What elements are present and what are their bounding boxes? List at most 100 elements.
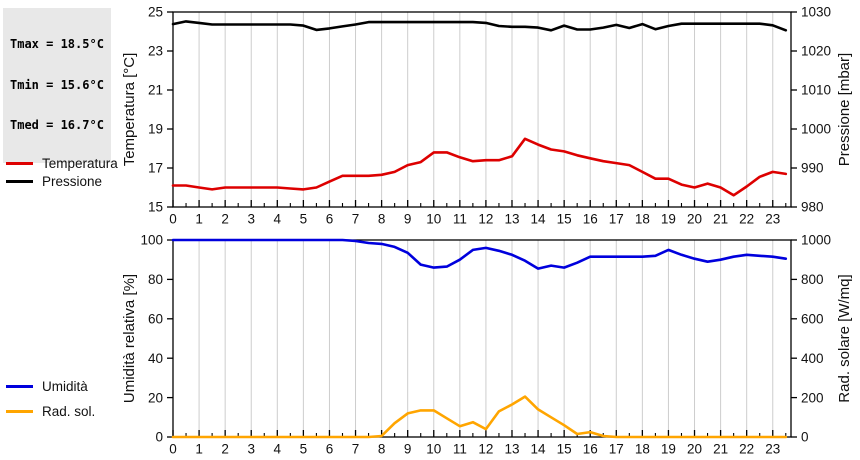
x-axis-tick-label: 18 bbox=[635, 212, 650, 227]
left-axis-title: Umidità relativa [%] bbox=[121, 274, 138, 403]
right-axis-tick-label: 1030 bbox=[801, 5, 831, 20]
right-axis-tick-label: 0 bbox=[801, 430, 809, 445]
right-axis-tick-label: 800 bbox=[801, 272, 824, 287]
stat-tmax: Tmax = 18.5°C bbox=[10, 37, 104, 51]
pressione-line bbox=[171, 20, 788, 32]
legend-bottom: Umidità Rad. sol. bbox=[6, 377, 95, 427]
x-axis-tick-label: 11 bbox=[453, 442, 467, 457]
right-axis-tick-label: 1000 bbox=[801, 122, 831, 137]
x-axis-tick-label: 6 bbox=[326, 212, 334, 227]
plot-frame bbox=[172, 11, 792, 208]
temperatura-line-swatch bbox=[6, 161, 33, 165]
x-axis-tick-label: 10 bbox=[426, 442, 441, 457]
x-axis-tick-label: 18 bbox=[635, 442, 650, 457]
x-axis-tick-label: 12 bbox=[478, 212, 493, 227]
right-axis-title: Pressione [mbar] bbox=[836, 53, 853, 166]
umidita-line-swatch bbox=[6, 384, 33, 388]
x-axis-tick-label: 21 bbox=[713, 442, 728, 457]
temperatura-line bbox=[171, 137, 788, 197]
x-axis-tick-label: 12 bbox=[478, 442, 493, 457]
left-axis-tick-label: 19 bbox=[148, 122, 163, 137]
legend-item-rad-sol: Rad. sol. bbox=[6, 402, 95, 420]
x-axis-tick-label: 14 bbox=[531, 212, 547, 227]
umidita-line bbox=[171, 238, 788, 270]
left-axis-tick-label: 100 bbox=[140, 233, 163, 248]
legend-label-temperatura: Temperatura bbox=[42, 155, 118, 171]
legend-label-rad-sol: Rad. sol. bbox=[42, 403, 96, 419]
x-axis-tick-label: 6 bbox=[326, 442, 334, 457]
left-axis-tick-label: 40 bbox=[148, 351, 163, 366]
x-axis-tick-label: 2 bbox=[221, 212, 229, 227]
x-axis-tick-label: 7 bbox=[352, 212, 360, 227]
left-axis-title: Temperatura [°C] bbox=[121, 53, 138, 167]
x-axis-tick-label: 23 bbox=[765, 442, 780, 457]
x-axis-tick-label: 20 bbox=[687, 212, 702, 227]
right-axis-tick-label: 1010 bbox=[801, 83, 831, 98]
left-axis-tick-label: 60 bbox=[148, 312, 163, 327]
stat-tmin: Tmin = 15.6°C bbox=[10, 77, 104, 92]
temperature-stats-box: Tmax = 18.5°C Tmin = 15.6°C Tmed = 16.7°… bbox=[3, 8, 111, 163]
x-axis-tick-label: 7 bbox=[352, 442, 360, 457]
x-axis-tick-label: 4 bbox=[274, 442, 282, 457]
x-axis-tick-label: 10 bbox=[426, 212, 441, 227]
legend-label-umidita: Umidità bbox=[42, 378, 88, 394]
x-axis-tick-label: 13 bbox=[504, 442, 519, 457]
x-axis-tick-label: 23 bbox=[765, 212, 780, 227]
x-axis-tick-label: 11 bbox=[453, 212, 467, 227]
right-axis-tick-label: 400 bbox=[801, 351, 824, 366]
stat-tmed: Tmed = 16.7°C bbox=[10, 118, 104, 132]
plot-frame bbox=[172, 239, 792, 438]
x-axis-tick-label: 15 bbox=[557, 442, 572, 457]
right-axis-tick-label: 600 bbox=[801, 312, 824, 327]
right-axis-tick-label: 1000 bbox=[801, 233, 831, 248]
x-axis-tick-label: 3 bbox=[247, 212, 255, 227]
x-axis-tick-label: 14 bbox=[531, 442, 547, 457]
x-axis-tick-label: 8 bbox=[378, 212, 386, 227]
pressione-line-swatch bbox=[6, 179, 33, 183]
x-axis-tick-label: 3 bbox=[247, 442, 255, 457]
x-axis-tick-label: 22 bbox=[739, 442, 754, 457]
x-axis-tick-label: 17 bbox=[609, 212, 624, 227]
right-axis-tick-label: 980 bbox=[801, 200, 824, 215]
x-axis-tick-label: 19 bbox=[661, 212, 676, 227]
x-axis-tick-label: 22 bbox=[739, 212, 754, 227]
legend-item-temperatura: Temperatura bbox=[6, 154, 118, 172]
left-axis-tick-label: 23 bbox=[148, 44, 163, 59]
x-axis-tick-label: 16 bbox=[583, 442, 598, 457]
x-axis-tick-label: 0 bbox=[169, 212, 177, 227]
right-axis-tick-label: 1020 bbox=[801, 44, 831, 59]
left-axis-tick-label: 0 bbox=[155, 430, 163, 445]
left-axis-tick-label: 21 bbox=[148, 83, 163, 98]
right-axis-title: Rad. solare [W/mq] bbox=[836, 274, 853, 402]
x-axis-tick-label: 8 bbox=[378, 442, 386, 457]
left-axis-tick-label: 17 bbox=[148, 161, 163, 176]
x-axis-tick-label: 1 bbox=[195, 212, 203, 227]
x-axis-tick-label: 9 bbox=[404, 212, 412, 227]
radiazione-line-swatch bbox=[6, 409, 33, 413]
left-axis-tick-label: 80 bbox=[148, 272, 163, 287]
radiazione-line bbox=[171, 395, 788, 439]
right-axis-tick-label: 990 bbox=[801, 161, 824, 176]
x-axis-tick-label: 2 bbox=[221, 442, 229, 457]
x-axis-tick-label: 21 bbox=[713, 212, 728, 227]
x-axis-tick-label: 1 bbox=[195, 442, 203, 457]
x-axis-tick-label: 17 bbox=[609, 442, 624, 457]
x-axis-tick-label: 5 bbox=[300, 212, 308, 227]
x-axis-tick-label: 19 bbox=[661, 442, 676, 457]
left-axis-tick-label: 25 bbox=[148, 5, 163, 20]
legend-label-pressione: Pressione bbox=[42, 173, 103, 189]
x-axis-tick-label: 4 bbox=[274, 212, 282, 227]
right-axis-tick-label: 200 bbox=[801, 390, 824, 405]
x-axis-tick-label: 20 bbox=[687, 442, 702, 457]
x-axis-tick-label: 15 bbox=[557, 212, 572, 227]
x-axis-tick-label: 5 bbox=[300, 442, 308, 457]
legend-item-umidita: Umidità bbox=[6, 377, 95, 395]
legend-item-pressione: Pressione bbox=[6, 172, 118, 190]
legend-top: Temperatura Pressione bbox=[6, 154, 118, 190]
x-axis-tick-label: 16 bbox=[583, 212, 598, 227]
x-axis-tick-label: 9 bbox=[404, 442, 412, 457]
